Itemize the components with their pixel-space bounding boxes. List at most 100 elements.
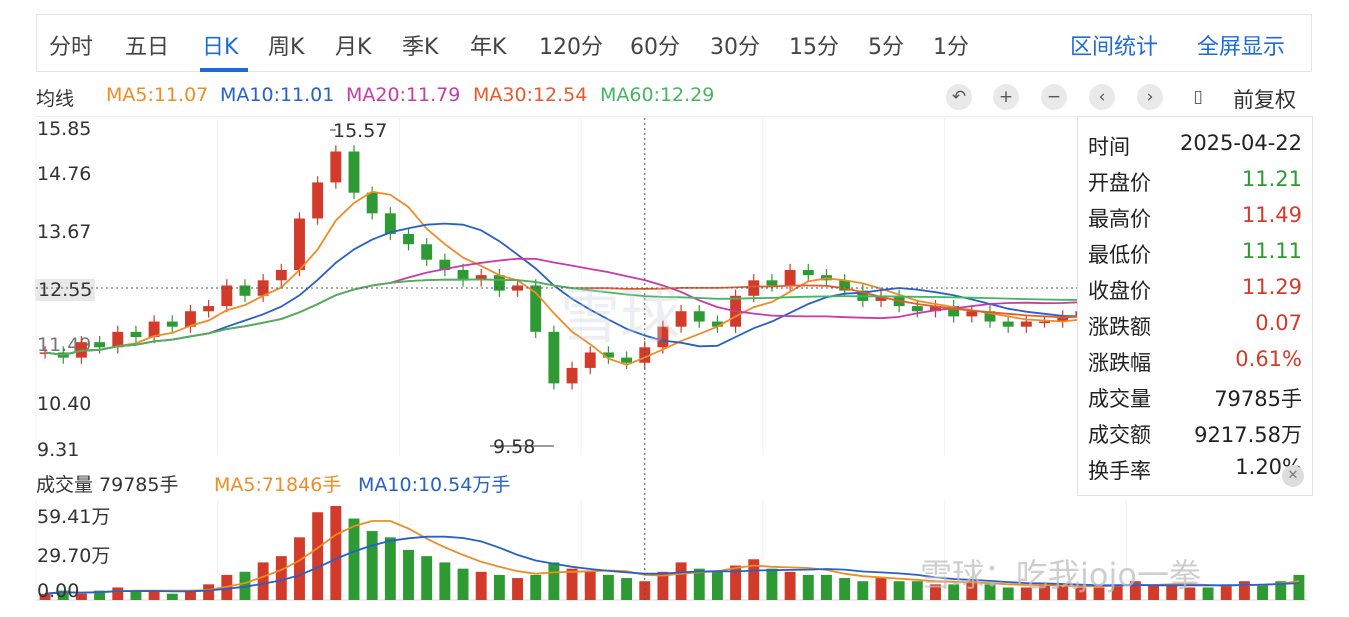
info-value: 11.29	[1241, 275, 1302, 299]
ma-legend-label: 均线	[36, 88, 75, 110]
price-tick: 14.76	[37, 163, 92, 185]
ma10-value: MA10:11.01	[220, 84, 335, 106]
fullscreen-link[interactable]: 全屏显示	[1197, 35, 1286, 60]
candle-body	[457, 270, 469, 281]
tab-15min[interactable]: 15分	[789, 35, 839, 60]
volume-bar	[403, 549, 414, 600]
tab-120min[interactable]: 120分	[539, 35, 603, 60]
candle-icon[interactable]: ▯	[1193, 87, 1203, 107]
volume-bar	[57, 590, 69, 600]
info-row-change: 涨跌额 0.07	[1088, 311, 1302, 343]
info-row-amount: 成交额 9217.58万	[1088, 419, 1302, 451]
interval-stats-link[interactable]: 区间统计	[1070, 35, 1159, 60]
kline-chart-area[interactable]	[36, 116, 1312, 461]
volume-bar	[257, 562, 269, 600]
volume-bar	[566, 568, 578, 600]
close-icon[interactable]: ✕	[1282, 465, 1304, 487]
tab-fenshi[interactable]: 分时	[49, 35, 94, 60]
info-key: 最低价	[1088, 243, 1151, 267]
price-tick: 9.31	[37, 439, 80, 461]
volume-bar	[530, 574, 542, 600]
volume-bar	[1002, 587, 1014, 600]
info-row-open: 开盘价 11.21	[1088, 167, 1302, 199]
volume-bar	[784, 571, 796, 600]
plus-icon[interactable]: +	[993, 84, 1019, 110]
candle-body	[330, 151, 342, 183]
undo-icon[interactable]: ↶	[946, 84, 972, 110]
info-key: 换手率	[1088, 459, 1151, 483]
candle-body	[221, 285, 233, 307]
info-row-time: 时间 2025-04-22	[1088, 131, 1302, 163]
ma60-value: MA60:12.29	[600, 84, 715, 106]
volume-bar	[1148, 584, 1159, 600]
candle-body	[294, 218, 305, 271]
candle-body	[530, 285, 542, 332]
tab-quarterly-k[interactable]: 季K	[402, 35, 439, 60]
volume-bar	[1275, 581, 1287, 600]
info-key: 开盘价	[1088, 171, 1151, 195]
tab-monthly-k[interactable]: 月K	[335, 35, 372, 60]
tab-five-day[interactable]: 五日	[125, 35, 170, 60]
tab-60min[interactable]: 60分	[630, 35, 680, 60]
volume-bar	[857, 581, 869, 600]
restore-rights-toggle[interactable]: 前复权	[1233, 88, 1296, 112]
tab-daily-k[interactable]: 日K	[202, 35, 239, 60]
volume-bar	[875, 578, 887, 600]
volume-bar	[166, 593, 178, 600]
info-value: 11.21	[1241, 167, 1302, 191]
candle-body	[602, 352, 614, 358]
volume-bar	[39, 593, 51, 600]
volume-bar	[512, 578, 523, 600]
volume-bar	[966, 581, 978, 600]
min-price-label: 9.58	[493, 436, 536, 458]
volume-bar	[493, 574, 505, 600]
info-key: 成交额	[1088, 423, 1151, 447]
candle-body	[766, 280, 778, 286]
info-row-low: 最低价 11.11	[1088, 239, 1302, 271]
volume-bar	[457, 568, 469, 600]
tab-5min[interactable]: 5分	[868, 35, 904, 60]
tab-yearly-k[interactable]: 年K	[470, 35, 507, 60]
candle-body	[112, 331, 124, 348]
price-tick: 15.85	[37, 118, 92, 140]
tab-1min[interactable]: 1分	[933, 35, 969, 60]
volume-bar	[1111, 584, 1123, 600]
price-tick: 10.40	[37, 393, 92, 415]
volume-bar	[893, 581, 905, 600]
candle-body	[693, 311, 705, 322]
chevron-right-icon[interactable]: ›	[1137, 84, 1163, 110]
tab-30min[interactable]: 30分	[710, 35, 760, 60]
info-row-change-pct: 涨跌幅 0.61%	[1088, 347, 1302, 379]
candle-body	[166, 321, 178, 327]
candle-body	[148, 321, 160, 337]
volume-bar	[1202, 587, 1214, 600]
volume-bar	[1075, 587, 1087, 600]
volume-bar	[1220, 584, 1232, 600]
candle-body	[94, 342, 106, 348]
volume-bar	[821, 574, 832, 600]
candle-body	[711, 321, 723, 327]
candle-body	[639, 347, 651, 363]
info-row-volume: 成交量 79785手	[1088, 383, 1302, 415]
info-value: 11.49	[1241, 203, 1302, 227]
candle-body	[911, 306, 923, 312]
volume-bar	[711, 571, 723, 600]
minus-icon[interactable]: −	[1041, 84, 1067, 110]
volume-bar	[1166, 584, 1178, 600]
candle-body	[802, 270, 814, 276]
info-value: 11.11	[1241, 239, 1302, 263]
volume-bar	[112, 587, 124, 600]
volume-bar	[1093, 587, 1105, 600]
candle-body	[657, 326, 669, 348]
tab-weekly-k[interactable]: 周K	[268, 35, 305, 60]
candle-body	[366, 192, 378, 214]
chevron-left-icon[interactable]: ‹	[1089, 84, 1115, 110]
period-tabbar: 分时 五日 日K 周K 月K 季K 年K 120分 60分 30分 15分 5分…	[36, 14, 1312, 72]
volume-label: 成交量 79785手	[36, 474, 179, 496]
info-value: 79785手	[1214, 387, 1302, 411]
volume-bar	[1293, 574, 1305, 600]
candle-body	[239, 285, 251, 296]
volume-bar	[602, 574, 614, 600]
candle-body	[675, 311, 687, 327]
volume-bar	[275, 556, 287, 600]
